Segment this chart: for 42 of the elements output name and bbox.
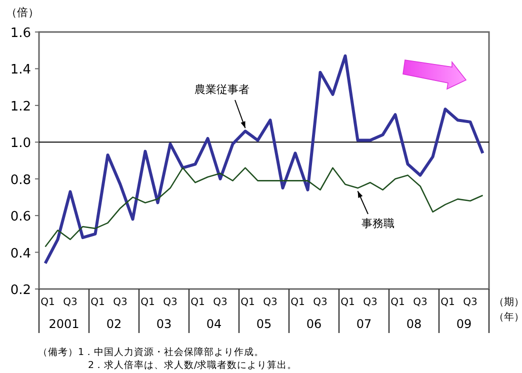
y-tick-label: 1.4 [10,62,31,78]
text: 06 [306,317,322,331]
x-tick-label: Q1 [440,297,455,308]
x-tick-label: Q3 [113,297,128,308]
text: 2001 [48,317,80,331]
text: 05 [256,317,272,331]
x-axis-title: （期） [494,296,522,308]
x-tick-label: Q1 [140,297,155,308]
x-tick-label: Q1 [390,297,405,308]
text: 03 [156,317,172,331]
x-tick-label: Q1 [340,297,355,308]
x-tick-label: Q3 [313,297,328,308]
text: 09 [456,317,472,331]
text: 07 [356,317,372,331]
y-axis-title: （倍） [6,6,39,19]
x-tick-label: Q1 [40,297,55,308]
x-tick-label: Q3 [213,297,228,308]
text: 農業従事者 [194,83,250,96]
x-tick-label: Q3 [363,297,378,308]
text: 2．求人倍率は、求人数/求職者数により算出。 [88,359,298,371]
x-tick-label: Q1 [190,297,205,308]
x-tick-label: Q3 [163,297,178,308]
y-tick-label: 0.4 [10,246,31,262]
x-tick-label: Q1 [90,297,105,308]
y-tick-label: 1.6 [10,26,31,41]
text: 04 [206,317,222,331]
x-tick-label: Q3 [463,297,478,308]
y-tick-label: 1.2 [10,99,31,114]
x-tick-label: Q1 [290,297,305,308]
y-tick-label: 1.0 [10,136,31,152]
x-tick-label: Q3 [63,297,78,308]
text: 02 [106,317,122,331]
x-tick-label: Q3 [413,297,428,308]
text: 事務職 [362,217,394,230]
x-tick-label: Q3 [263,297,278,308]
y-tick-label: 0.2 [10,283,31,298]
text: （年） [494,311,522,323]
y-tick-label: 0.6 [10,210,31,225]
y-tick-label: 0.8 [10,172,31,188]
x-tick-label: Q1 [240,297,255,308]
text: 08 [406,317,422,331]
text: （備考）1．中国人力資源・社会保障部より作成。 [38,346,264,358]
